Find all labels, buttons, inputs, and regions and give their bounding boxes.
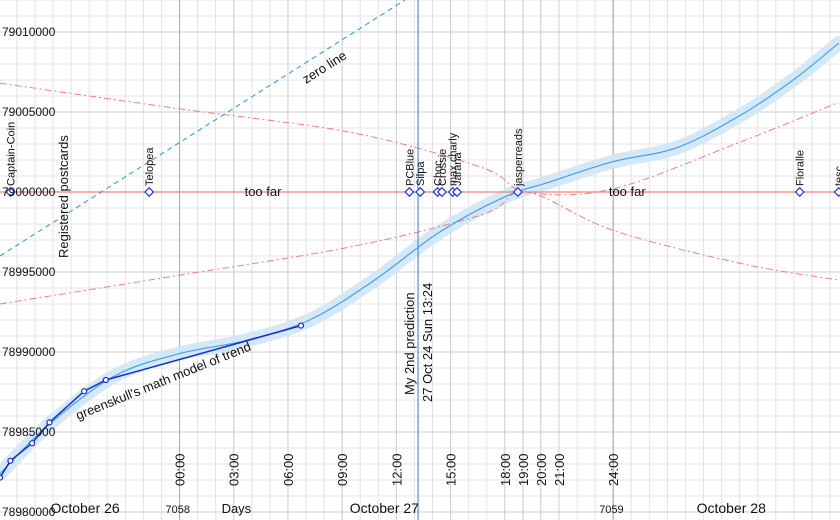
time-tick-label: 00:00 xyxy=(173,453,188,486)
y-tick-label: 78980000 xyxy=(2,505,56,519)
prediction-name: max.charly xyxy=(448,132,460,186)
model-point xyxy=(297,322,305,329)
trend-fit-line xyxy=(0,42,840,475)
prediction-marker xyxy=(5,186,16,198)
prediction-marker xyxy=(794,186,805,198)
envelope-upper xyxy=(0,82,839,196)
prediction-name: jasperreads xyxy=(513,128,525,187)
zero-line-path xyxy=(0,0,406,257)
y-tick-label: 78995000 xyxy=(2,265,56,279)
date-label: October 28 xyxy=(697,500,766,516)
time-tick-label: 21:00 xyxy=(552,453,567,486)
time-tick-label: 20:00 xyxy=(534,453,549,486)
date-label: October 27 xyxy=(350,500,419,516)
model-point xyxy=(7,457,14,464)
y-tick-label: 78985000 xyxy=(2,425,56,439)
model-point xyxy=(46,419,53,426)
prediction-name: Silpa xyxy=(415,161,427,186)
model-series xyxy=(0,322,305,481)
y-tick-label: 79005000 xyxy=(2,105,56,119)
y-tick-label: 78990000 xyxy=(2,345,56,359)
date-label: October 26 xyxy=(50,500,119,516)
time-tick-label: 19:00 xyxy=(516,453,531,486)
day-tick-label: 7058 xyxy=(166,504,190,516)
prediction-name: Crossie xyxy=(437,149,449,186)
prediction-name: tesc xyxy=(834,165,840,186)
model-point xyxy=(81,388,88,395)
model-point xyxy=(102,376,109,384)
too-far-label: too far xyxy=(609,184,647,199)
day-tick-label: 7059 xyxy=(599,504,623,516)
prediction-marker xyxy=(833,186,840,198)
envelope-curves xyxy=(0,82,839,305)
time-tick-label: 09:00 xyxy=(335,453,350,486)
time-tick-label: 18:00 xyxy=(498,453,513,486)
time-tick-label: 12:00 xyxy=(389,453,404,486)
time-tick-label: 06:00 xyxy=(281,453,296,486)
too-far-label: too far xyxy=(245,184,283,199)
prediction-marker xyxy=(451,186,463,198)
time-tick-label: 15:00 xyxy=(444,453,459,486)
prediction-marker xyxy=(512,186,523,198)
time-tick-label: 24:00 xyxy=(606,453,621,486)
prediction-marker xyxy=(404,186,415,198)
time-tick-label: 03:00 xyxy=(227,453,242,486)
envelope-lower xyxy=(0,191,839,305)
prediction-name: Captain-Coin xyxy=(5,122,17,186)
prediction-marker xyxy=(415,186,426,198)
registered-postcards-label: Registered postcards xyxy=(56,135,71,258)
prediction-markers xyxy=(5,186,840,198)
trend-fit xyxy=(0,42,840,475)
model-point xyxy=(0,474,4,481)
prediction-marker xyxy=(436,186,447,198)
x-axis-label: Days xyxy=(222,501,252,516)
prediction-marker xyxy=(144,186,155,198)
my-prediction-label-1: My 2nd prediction xyxy=(402,292,417,395)
prediction-name: PCBlue xyxy=(404,149,416,186)
prediction-name: Floralle xyxy=(795,150,807,186)
my-prediction-label-2: 27 Oct 24 Sun 13:24 xyxy=(420,283,435,402)
prediction-name: Choc xyxy=(433,160,445,186)
y-tick-label: 79000000 xyxy=(2,185,56,199)
prediction-name: Telopea xyxy=(144,147,156,186)
y-tick-label: 79010000 xyxy=(2,25,56,39)
prediction-name: Jarana xyxy=(452,151,464,186)
model-point xyxy=(28,440,36,447)
zero-line xyxy=(0,0,406,257)
